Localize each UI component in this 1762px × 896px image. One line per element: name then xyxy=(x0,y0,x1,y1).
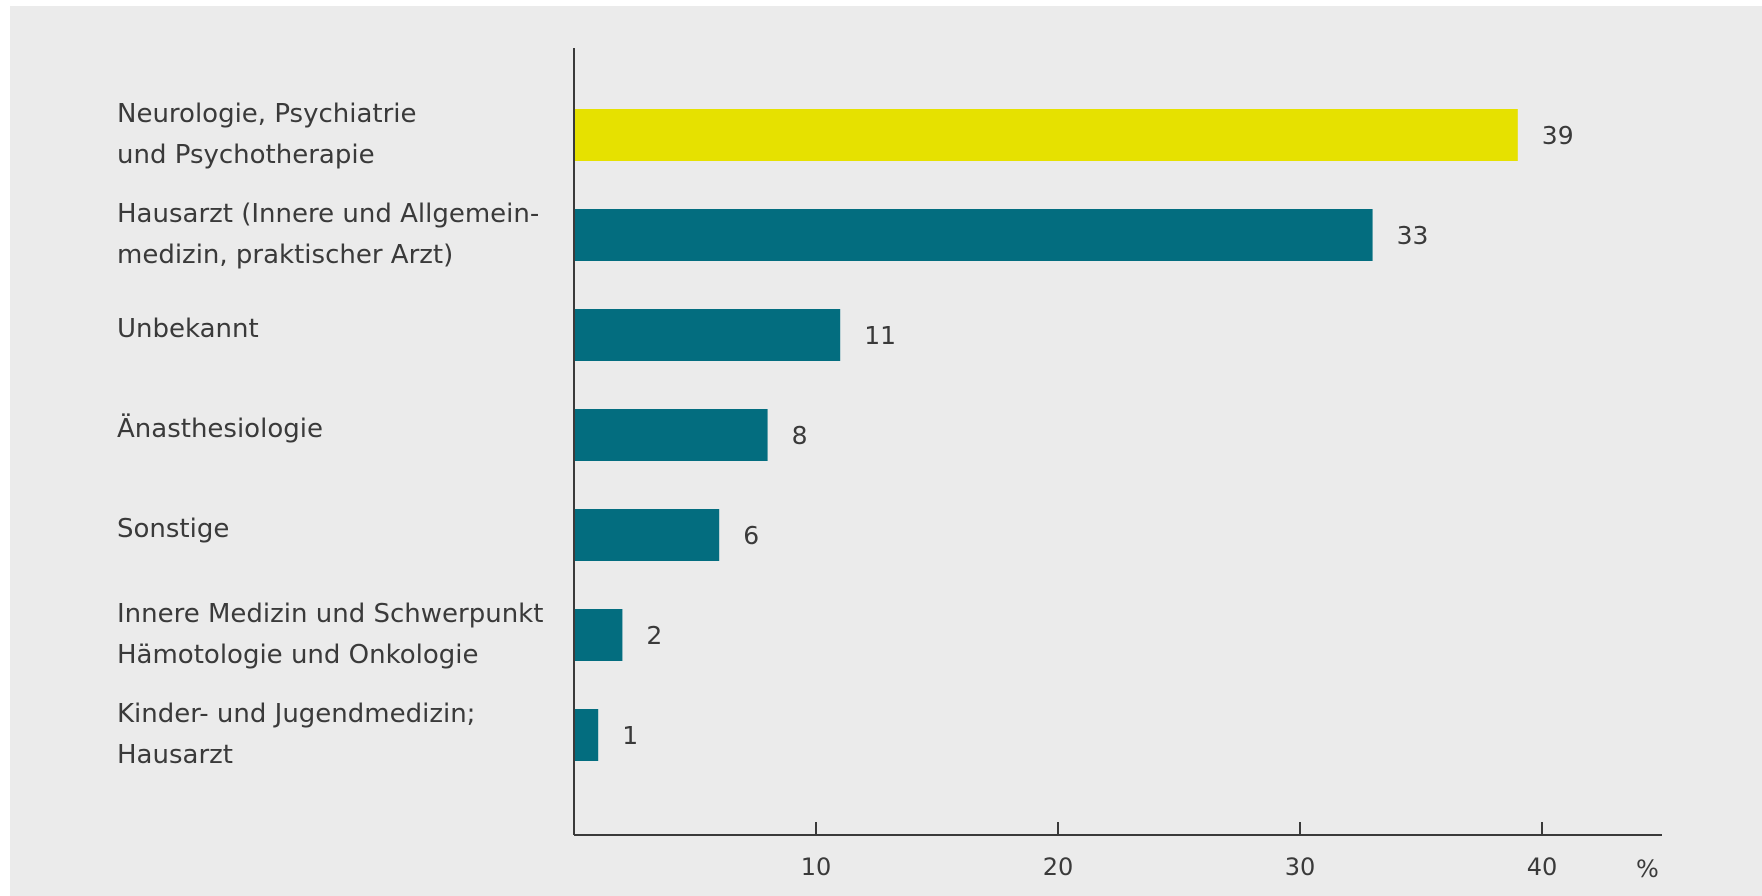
x-axis-ticks: 10 20 30 40 xyxy=(801,822,1558,881)
category-label-4-line-0: Sonstige xyxy=(117,514,229,544)
x-tick-label-0: 10 xyxy=(801,853,832,881)
value-label-1: 33 xyxy=(1397,221,1429,250)
bar-5 xyxy=(574,609,623,661)
value-label-4: 6 xyxy=(743,521,759,550)
category-label-6-line-0: Kinder- und Jugendmedizin; xyxy=(117,699,475,729)
category-label-2: Unbekannt xyxy=(117,314,259,344)
category-label-3-line-0: Änasthesiologie xyxy=(117,412,323,444)
category-label-0: Neurologie, Psychiatrie und Psychotherapi… xyxy=(117,99,417,170)
category-label-5-line-1: Hämotologie und Onkologie xyxy=(117,640,479,670)
x-tick-label-2: 30 xyxy=(1285,853,1316,881)
category-label-3: Änasthesiologie xyxy=(117,412,323,444)
value-label-5: 2 xyxy=(646,621,662,650)
category-label-1: Hausarzt (Innere und Allgemein-medizin, … xyxy=(117,199,539,270)
bar-0 xyxy=(574,109,1518,161)
category-label-1-line-1: medizin, praktischer Arzt) xyxy=(117,240,453,270)
bar-2 xyxy=(574,309,841,361)
value-label-0: 39 xyxy=(1542,121,1574,150)
category-label-2-line-0: Unbekannt xyxy=(117,314,259,344)
category-label-1-line-0: Hausarzt (Innere und Allgemein- xyxy=(117,199,539,229)
x-tick-label-3: 40 xyxy=(1527,853,1558,881)
category-label-5: Innere Medizin und Schwerpunkt Hämotologi… xyxy=(117,599,543,670)
bar-4 xyxy=(574,509,720,561)
x-axis-unit-label: % xyxy=(1636,855,1659,883)
category-label-4: Sonstige xyxy=(117,514,229,544)
category-labels: Neurologie, Psychiatrie und Psychotherapi… xyxy=(117,99,543,770)
bar-3 xyxy=(574,409,768,461)
value-label-3: 8 xyxy=(792,421,808,450)
category-label-0-line-0: Neurologie, Psychiatrie xyxy=(117,99,417,129)
category-label-6: Kinder- und Jugendmedizin; Hausarzt xyxy=(117,699,475,770)
category-label-0-line-1: und Psychotherapie xyxy=(117,140,375,170)
bar-1 xyxy=(574,209,1373,261)
value-labels: 39 33 11 8 6 2 1 xyxy=(622,121,1573,750)
x-tick-label-1: 20 xyxy=(1043,853,1074,881)
value-label-2: 11 xyxy=(864,321,896,350)
value-label-6: 1 xyxy=(622,721,638,750)
category-label-6-line-1: Hausarzt xyxy=(117,740,233,770)
bars-layer xyxy=(574,109,1518,761)
axes xyxy=(573,48,1662,836)
category-label-5-line-0: Innere Medizin und Schwerpunkt xyxy=(117,599,543,629)
bar-6 xyxy=(574,709,599,761)
